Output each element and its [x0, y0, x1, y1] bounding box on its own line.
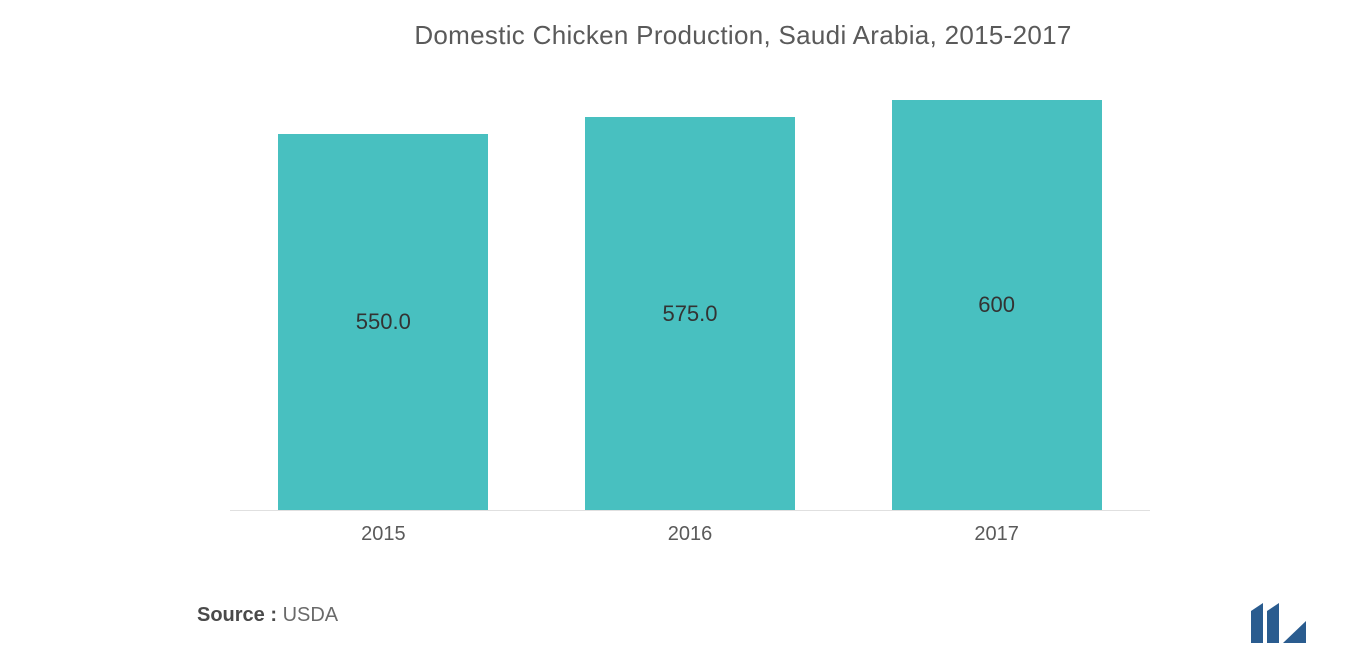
mordor-logo-icon	[1251, 603, 1306, 643]
source-attribution: Source : USDA	[197, 604, 338, 627]
bars-wrapper: 550.0 575.0 600	[230, 101, 1150, 510]
x-label-2016: 2016	[585, 523, 795, 546]
chart-container: Domestic Chicken Production, Saudi Arabi…	[0, 0, 1366, 655]
chart-title: Domestic Chicken Production, Saudi Arabi…	[50, 20, 1316, 51]
bar-2015: 550.0	[278, 134, 488, 510]
x-axis-labels: 2015 2016 2017	[230, 523, 1150, 546]
bar-value-2017: 600	[978, 292, 1015, 318]
plot-area: 550.0 575.0 600	[230, 101, 1150, 511]
source-value: USDA	[283, 604, 339, 626]
x-label-2015: 2015	[278, 523, 488, 546]
bar-value-2015: 550.0	[356, 309, 411, 335]
x-label-2017: 2017	[892, 523, 1102, 546]
bar-value-2016: 575.0	[662, 301, 717, 327]
source-label: Source :	[197, 604, 283, 626]
bar-2016: 575.0	[585, 117, 795, 510]
bar-2017: 600	[892, 100, 1102, 510]
